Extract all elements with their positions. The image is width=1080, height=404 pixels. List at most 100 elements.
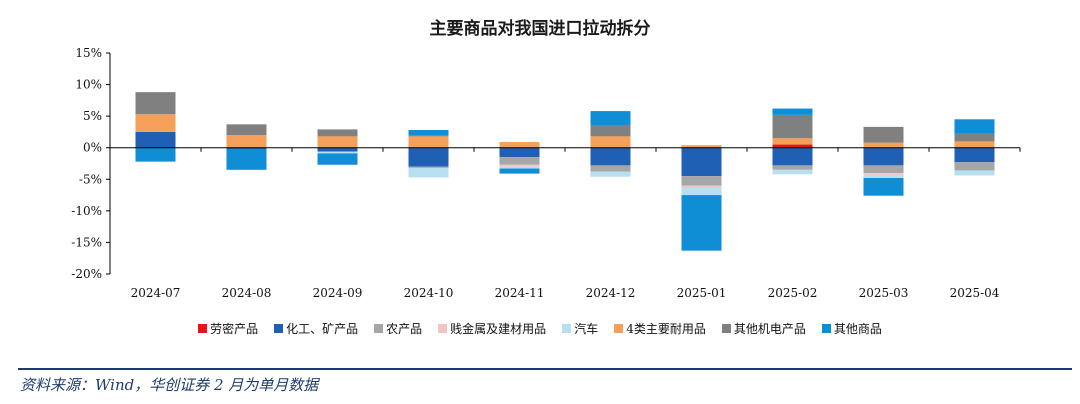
bar-segment (863, 178, 904, 196)
y-tick-label: -10% (71, 204, 102, 218)
bar-segment (408, 167, 449, 178)
x-tick-label: 2025-01 (677, 286, 727, 300)
bar-segment (499, 157, 540, 165)
legend-label: 农产品 (386, 322, 423, 336)
bar-segment (954, 170, 995, 176)
x-tick-label: 2024-12 (586, 286, 636, 300)
bar-segment (681, 145, 722, 148)
bar-segment (863, 147, 904, 166)
bar-segment (135, 131, 176, 148)
legend-item: 汽车 (562, 320, 598, 337)
bar-segment (772, 114, 813, 139)
y-tick-label: -5% (79, 172, 102, 186)
legend-item: 贱金属及建材用品 (438, 320, 546, 337)
x-tick-label: 2024-07 (131, 286, 181, 300)
bar-segment (863, 165, 904, 173)
bar-segment (317, 147, 358, 152)
bar-segment (954, 141, 995, 148)
bar-segment (499, 164, 540, 167)
y-tick-label: -20% (71, 267, 102, 281)
legend-item: 农产品 (374, 320, 422, 337)
bar-segment (408, 135, 449, 137)
x-tick-label: 2024-10 (404, 286, 454, 300)
x-tick-label: 2025-03 (859, 286, 909, 300)
bar-segment (772, 108, 813, 115)
legend-swatch (821, 324, 831, 333)
divider (18, 368, 1072, 370)
chart-title: 主要商品对我国进口拉动拆分 (429, 19, 651, 39)
bar-segment (772, 147, 813, 166)
bar-segment (954, 133, 995, 142)
y-tick-label: 0% (83, 141, 102, 155)
legend-label: 4类主要耐用品 (626, 322, 706, 336)
legend-label: 其他机电产品 (733, 322, 806, 336)
bar-segment (772, 144, 813, 148)
bar-segment (681, 147, 722, 177)
x-tick-label: 2024-11 (495, 286, 545, 300)
bar-segment (681, 187, 722, 196)
bar-segment (954, 119, 995, 134)
bar-segment (317, 153, 358, 165)
bar-segment (772, 165, 813, 170)
source-note: 资料来源：Wind，华创证券 2 月为单月数据 (20, 376, 319, 394)
bar-segment (317, 129, 358, 137)
bar-segment (772, 169, 813, 175)
bar-segment (863, 126, 904, 143)
bar-segment (135, 147, 176, 162)
bar-segment (317, 136, 358, 148)
legend-item: 其他机电产品 (721, 320, 806, 337)
bar-segment (590, 136, 631, 148)
y-tick-label: 10% (75, 78, 102, 92)
legend-swatch (721, 324, 731, 333)
bar-segment (590, 171, 631, 177)
legend-label: 汽车 (574, 322, 599, 336)
legend-item: 劳密产品 (198, 320, 258, 337)
bar-segment (954, 147, 995, 163)
legend-item: 4类主要耐用品 (614, 320, 706, 337)
bar-segment (226, 135, 267, 148)
legend-label: 其他商品 (833, 322, 882, 336)
bar-segment (499, 168, 540, 174)
legend-swatch (562, 324, 572, 333)
bar-segment (954, 162, 995, 171)
bar-segment (499, 142, 540, 148)
y-tick-label: -15% (71, 235, 102, 249)
legend-swatch (198, 324, 208, 333)
y-tick-label: 5% (83, 109, 102, 123)
legend-label: 劳密产品 (210, 322, 259, 336)
bar-segment (590, 124, 631, 137)
bar-segment (408, 147, 449, 167)
y-tick-label: 15% (75, 46, 102, 60)
x-tick-label: 2025-04 (950, 286, 1000, 300)
bar-segment (408, 136, 449, 148)
bar-segment (226, 124, 267, 136)
bar-segment (590, 147, 631, 166)
bar-segment (590, 165, 631, 172)
bar-segment (499, 147, 540, 158)
bar-segment (863, 172, 904, 175)
bar-segment (317, 151, 358, 154)
bar-segment (135, 114, 176, 132)
bar-segment (408, 130, 449, 136)
legend-item: 其他商品 (821, 320, 882, 337)
legend-label: 化工、矿产品 (286, 322, 359, 336)
bar-segment (863, 174, 904, 179)
x-tick-label: 2025-02 (768, 286, 818, 300)
legend-swatch (374, 324, 384, 333)
bar-segment (772, 138, 813, 145)
bar-segment (226, 147, 267, 149)
bar-segment (681, 185, 722, 188)
legend-swatch (614, 324, 624, 333)
bar-segment (226, 148, 267, 170)
chart-plot: 15% 10% 5% 0% -5% -10% -15% -20% 2024-07 2024-08 2… (71, 46, 1021, 300)
x-tick-label: 2024-08 (222, 286, 272, 300)
legend-label: 贱金属及建材用品 (450, 322, 547, 336)
bar-segment (590, 111, 631, 125)
legend-swatch (438, 324, 448, 333)
bar-segment (863, 142, 904, 148)
bar-segment (408, 166, 449, 168)
legend: 劳密产品 化工、矿产品 农产品 贱金属及建材用品 汽车 4类主要耐用品 其他机电产品 其他商品 (0, 320, 1080, 337)
legend-item: 化工、矿产品 (274, 320, 358, 337)
bar-segment (681, 176, 722, 186)
bar-segment (135, 92, 176, 115)
